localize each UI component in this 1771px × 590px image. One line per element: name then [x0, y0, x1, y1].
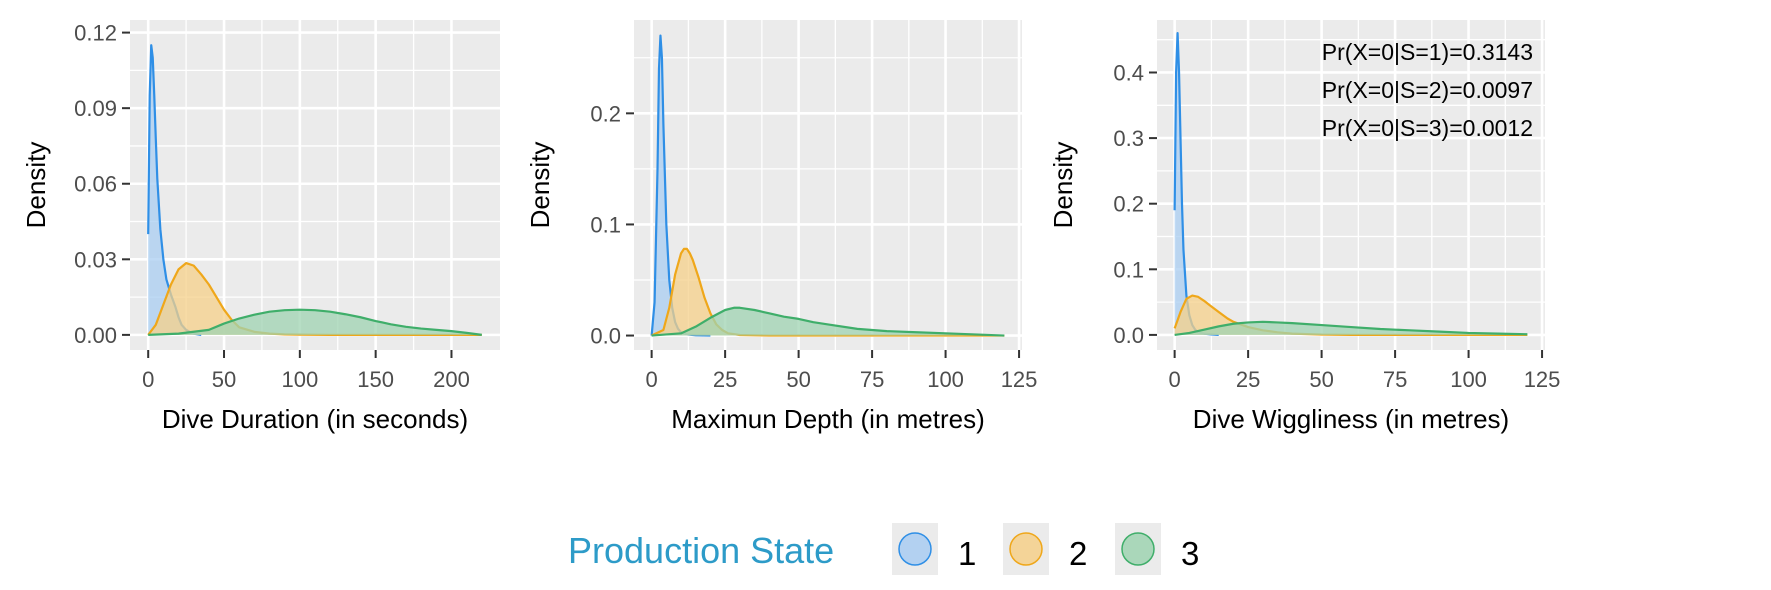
y-axis-title: Density [21, 142, 51, 229]
density-line-state-3 [148, 308, 482, 336]
legend-key-state-1 [898, 532, 932, 566]
y-tick-label: 0.06 [74, 172, 117, 197]
density-area-state-1 [1174, 33, 1219, 335]
legend-title: Production State [568, 530, 834, 571]
probability-annotation: Pr(X=0|S=3)=0.0012 [1322, 115, 1533, 141]
legend-label-state-2: 2 [1069, 535, 1087, 572]
panel-2: 0 25 50 75 100 125 0.0 0.1 0.2 Maximun Depth (in … [525, 20, 1037, 434]
legend-label-state-3: 3 [1181, 535, 1199, 572]
panel-1: 0 50 100 150 200 0.00 0.03 0.06 0.09 0.12 Dive Dur… [21, 20, 500, 434]
x-tick-label: 100 [1450, 367, 1487, 392]
x-axis-title: Dive Duration (in seconds) [162, 404, 468, 434]
legend-key-state-3 [1121, 532, 1155, 566]
density-area-state-2 [651, 248, 1005, 336]
y-axis-title: Density [1048, 142, 1078, 229]
y-tick-label: 0.1 [590, 212, 621, 237]
probability-annotation: Pr(X=0|S=1)=0.3143 [1322, 39, 1533, 65]
x-axis-title: Maximun Depth (in metres) [671, 404, 985, 434]
x-tick-label: 50 [786, 367, 810, 392]
x-tick-label: 200 [433, 367, 470, 392]
x-tick-label: 125 [1001, 367, 1038, 392]
density-line-state-3 [1174, 320, 1528, 337]
x-tick-label: 100 [927, 367, 964, 392]
x-tick-label: 50 [212, 367, 236, 392]
density-area-state-3 [148, 309, 482, 335]
x-tick-label: 75 [1383, 367, 1407, 392]
y-tick-label: 0.09 [74, 96, 117, 121]
density-area-state-3 [651, 307, 1005, 336]
panel-background [1157, 20, 1545, 350]
y-tick-label: 0.1 [1113, 257, 1144, 282]
x-tick-label: 0 [1169, 367, 1181, 392]
y-tick-label: 0.2 [590, 101, 621, 126]
legend: Production State 1 2 3 [568, 523, 1199, 575]
y-tick-label: 0.4 [1113, 60, 1144, 85]
x-axis-title: Dive Wiggliness (in metres) [1193, 404, 1509, 434]
x-tick-label: 0 [142, 367, 154, 392]
density-area-state-1 [651, 35, 711, 336]
density-line-state-3 [651, 306, 1005, 337]
y-tick-label: 0.00 [74, 323, 117, 348]
probability-annotation: Pr(X=0|S=2)=0.0097 [1322, 77, 1533, 103]
y-tick-label: 0.0 [590, 324, 621, 349]
x-tick-label: 25 [1236, 367, 1260, 392]
density-area-state-3 [1174, 321, 1528, 335]
legend-label-state-1: 1 [958, 535, 976, 572]
y-tick-label: 0.12 [74, 21, 117, 46]
x-tick-label: 100 [281, 367, 318, 392]
x-tick-label: 125 [1524, 367, 1561, 392]
panel-3: 0 25 50 75 100 125 0.0 0.1 0.2 0.3 0.4 Dive Wigglin… [1048, 20, 1560, 434]
y-tick-label: 0.0 [1113, 323, 1144, 348]
y-tick-label: 0.2 [1113, 192, 1144, 217]
x-tick-label: 25 [713, 367, 737, 392]
y-tick-label: 0.3 [1113, 126, 1144, 151]
density-area-state-2 [148, 263, 482, 335]
x-tick-label: 50 [1309, 367, 1333, 392]
x-tick-label: 150 [357, 367, 394, 392]
x-tick-label: 75 [860, 367, 884, 392]
legend-key-state-2 [1009, 532, 1043, 566]
y-axis-title: Density [525, 142, 555, 229]
y-tick-label: 0.03 [74, 247, 117, 272]
density-area-state-1 [148, 45, 202, 335]
x-tick-label: 0 [646, 367, 658, 392]
